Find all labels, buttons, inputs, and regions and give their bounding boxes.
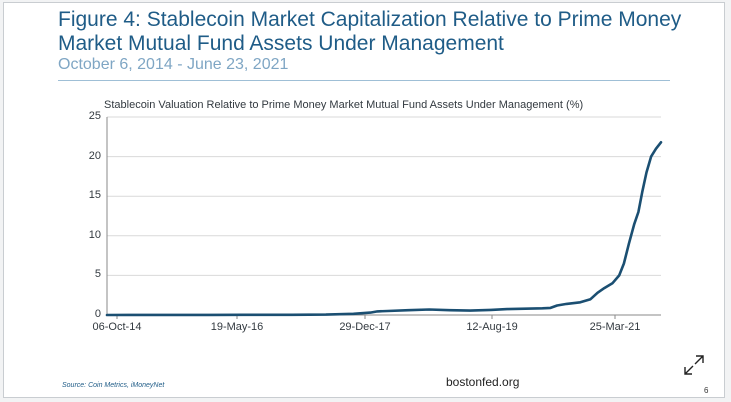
- figure-title-line-1: Figure 4: Stablecoin Market Capitalizati…: [58, 8, 682, 31]
- x-tick-label: 19-May-16: [210, 321, 264, 333]
- series-line: [105, 141, 663, 317]
- slide: [3, 2, 725, 398]
- y-tick-label: 20: [88, 149, 101, 162]
- y-tick-label: 10: [88, 228, 101, 241]
- y-tick-label: 15: [88, 189, 101, 202]
- y-tick-label: 5: [94, 268, 101, 281]
- y-tick-label: 0: [94, 308, 101, 320]
- source-note: Source: Coin Metrics, iMoneyNet: [62, 382, 165, 389]
- expand-arrows-icon[interactable]: [682, 353, 706, 377]
- x-tick-label: 12-Aug-19: [466, 321, 518, 333]
- x-tick-label: 29-Dec-17: [339, 321, 391, 333]
- figure-title-line-2: Market Mutual Fund Assets Under Manageme…: [58, 32, 504, 55]
- x-tick-label: 06-Oct-14: [92, 321, 142, 333]
- figure-subtitle: October 6, 2014 - June 23, 2021: [58, 56, 289, 73]
- page-number: 6: [704, 386, 709, 395]
- footer-site: bostonfed.org: [446, 375, 520, 389]
- figure-title: Figure 4: Stablecoin Market Capitalizati…: [58, 8, 681, 56]
- title-divider: [58, 80, 670, 81]
- y-tick-label: 25: [88, 110, 101, 122]
- chart-title: Stablecoin Valuation Relative to Prime M…: [104, 99, 584, 111]
- x-tick-label: 25-Mar-21: [589, 321, 641, 333]
